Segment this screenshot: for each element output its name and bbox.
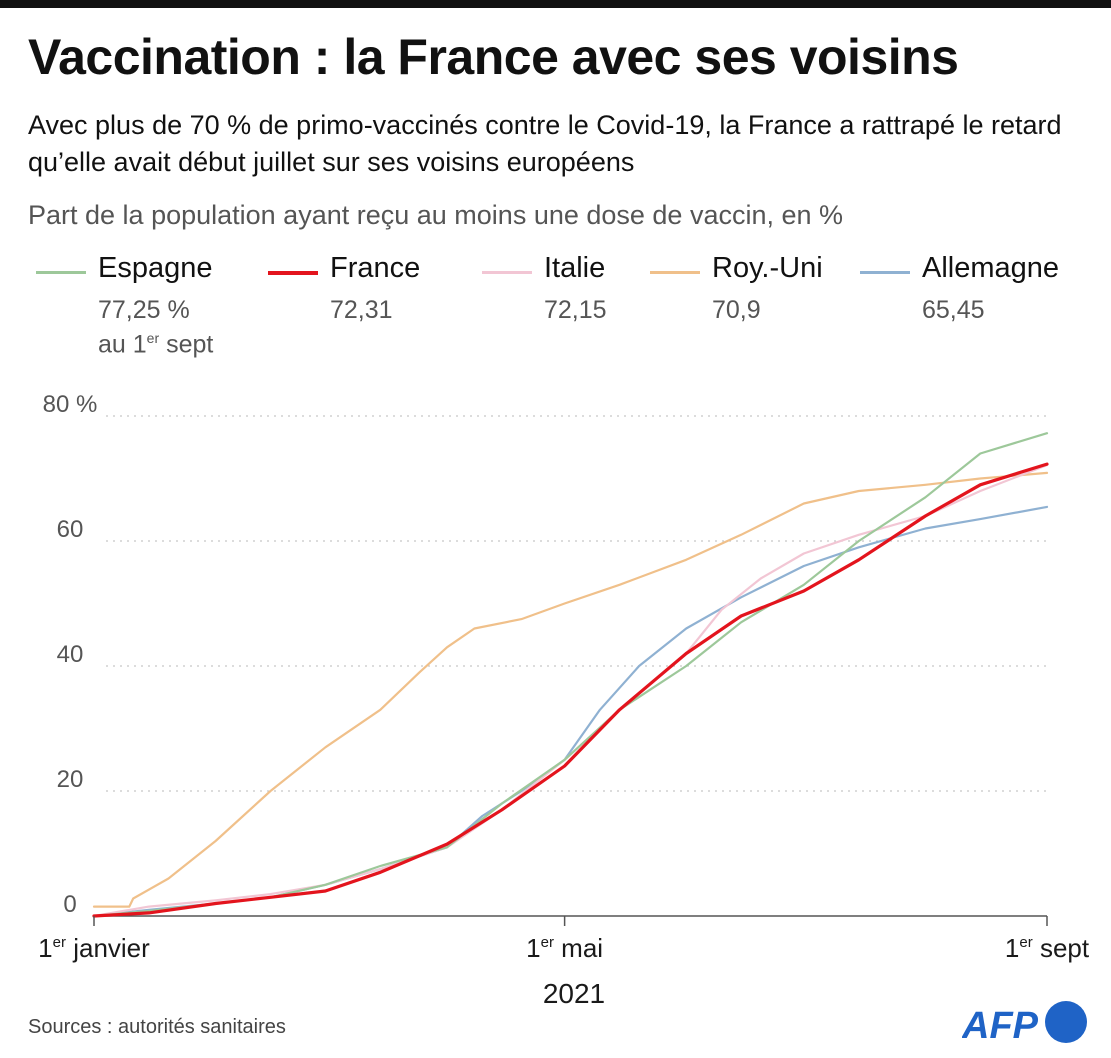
legend-note-prefix: au 1 xyxy=(98,330,147,359)
measure-label: Part de la population ayant reçu au moin… xyxy=(28,200,844,230)
y-tick-label-80: 80 % xyxy=(43,391,98,418)
top-rule xyxy=(0,0,1111,8)
legend-value-italie: 72,15 xyxy=(544,296,607,324)
series-line-roy-uni xyxy=(92,471,1049,908)
x-tick-label-1: 1er mai xyxy=(526,933,603,963)
chart-title: Vaccination : la France avec ses voisins xyxy=(28,29,959,85)
y-tick-label-60: 60 xyxy=(57,516,84,543)
series-line-allemagne xyxy=(92,505,1049,918)
line-chart: 0 20 40 60 80 % 1er janvier 1er mai 1er sept 202… xyxy=(38,391,1090,1009)
y-tick-label-0: 0 xyxy=(63,891,76,918)
series-line-france xyxy=(92,462,1049,918)
legend-swatch-italie xyxy=(482,271,532,274)
legend-name-france: France xyxy=(330,252,421,284)
legend-name-allemagne: Allemagne xyxy=(922,252,1060,284)
y-tick-label-40: 40 xyxy=(57,641,84,668)
legend-swatch-espagne xyxy=(36,271,86,274)
x-axis-year-label: 2021 xyxy=(543,978,605,1009)
legend-value-espagne: 77,25 % xyxy=(98,296,190,324)
sources-note: Sources : autorités sanitaires xyxy=(28,1016,286,1038)
x-tick-label-0: 1er janvier xyxy=(38,933,150,963)
y-tick-label-20: 20 xyxy=(57,766,84,793)
legend-swatch-allemagne xyxy=(860,271,910,274)
legend-note-sup: er xyxy=(146,330,160,346)
legend-name-espagne: Espagne xyxy=(98,252,213,284)
legend-value-roy-uni: 70,9 xyxy=(712,296,761,324)
x-tick-label-2: 1er sept xyxy=(1005,933,1090,963)
svg-text:AFP: AFP xyxy=(962,1005,1039,1047)
legend-value-allemagne: 65,45 xyxy=(922,296,985,324)
legend-note-suffix: sept xyxy=(159,330,214,359)
legend-date-note: au 1er sept xyxy=(98,330,213,359)
series-line-italie xyxy=(92,464,1049,918)
legend-name-roy-uni: Roy.-Uni xyxy=(712,252,823,284)
chart-subtitle: Avec plus de 70 % de primo-vaccinés cont… xyxy=(28,110,1062,177)
legend-value-france: 72,31 xyxy=(330,296,393,324)
afp-logo: AFP xyxy=(962,1001,1087,1047)
legend-swatch-roy-uni xyxy=(650,271,700,274)
legend-swatch-france xyxy=(268,271,318,275)
legend-name-italie: Italie xyxy=(544,252,606,284)
series-line-espagne xyxy=(92,432,1049,918)
